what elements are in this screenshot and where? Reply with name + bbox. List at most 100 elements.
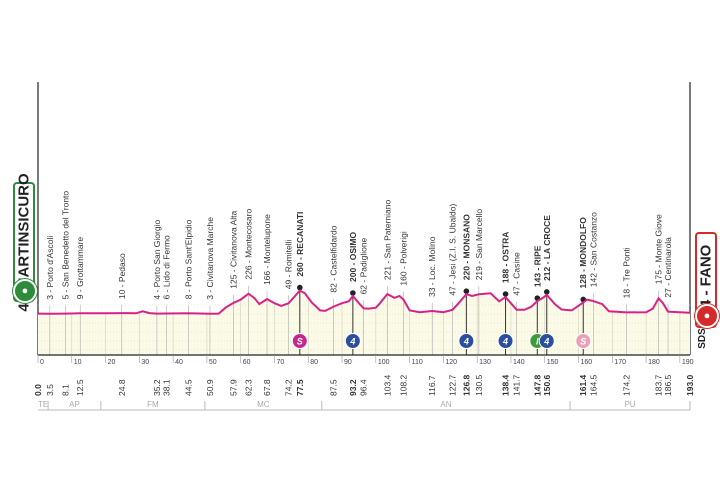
province-label: AP (69, 400, 80, 409)
distance-label: 50.9 (205, 379, 215, 396)
marker-circle (458, 333, 475, 349)
x-tick-label: 180 (648, 359, 660, 366)
place-label: 10 - Pedaso (117, 253, 127, 299)
x-tick-label: 110 (412, 359, 423, 366)
distance-label: 186.5 (663, 374, 673, 396)
place-label: 142 - San Costanzo (589, 212, 599, 287)
marker-symbol: S (580, 337, 586, 347)
place-label: 221 - San Paterniano (382, 200, 392, 281)
marker-circle (575, 333, 592, 349)
place-label: 18 - Tre Ponti (621, 247, 631, 298)
place-label: 62 - Padiglione (359, 237, 369, 294)
summit-dot (543, 289, 550, 295)
climb-cat-4-marker-icon: 4 (458, 333, 475, 349)
distance-label: 24.8 (117, 379, 127, 396)
x-tick-label: 10 (74, 359, 82, 366)
start-cyclist-icon: ● (13, 279, 37, 303)
place-label: 47 - Jesi (Z.I. S. Ubaldo) (448, 203, 458, 295)
x-tick-label: 20 (108, 359, 116, 366)
place-label: 125 - Civitanova Alta (229, 211, 239, 289)
x-tick-label: 170 (614, 359, 626, 366)
distance-label: 3.5 (45, 384, 55, 396)
place-label: 188 - OSTRA (501, 232, 511, 284)
distance-label: 150.6 (542, 374, 552, 396)
x-tick-label: 160 (581, 359, 593, 366)
climb-cat-4-marker-icon: 4 (344, 333, 361, 349)
distance-label: 44.5 (183, 379, 193, 396)
province-label: TE (38, 400, 48, 409)
marker-symbol: 4 (543, 337, 549, 347)
place-label: 175 - Monte Giove (654, 214, 664, 284)
x-tick-label: 0 (40, 359, 44, 366)
place-label: 4 - Porto San Giorgio (152, 220, 162, 300)
x-tick-label: 150 (547, 359, 559, 366)
distance-label: 77.5 (295, 379, 305, 396)
distance-label: 57.9 (229, 379, 239, 396)
marker-symbol: S (297, 337, 303, 347)
x-tick-label: 190 (682, 359, 694, 366)
place-label: 143 - RIPE (532, 245, 542, 287)
x-tick-label: 70 (276, 359, 284, 366)
place-label: 200 - OSIMO (348, 232, 358, 282)
distance-label: 0.0 (33, 384, 43, 396)
climb-cat-4-marker-icon: 4 (538, 333, 555, 349)
x-tick-label: 100 (378, 359, 390, 366)
distance-label: 62.3 (243, 379, 253, 396)
place-label: 6 - Lido di Fermo (162, 235, 172, 300)
place-label: 9 - Grottammare (75, 237, 85, 300)
distance-label: 174.2 (621, 374, 631, 396)
marker-circle (344, 333, 361, 349)
place-label: 47 - Casine (512, 252, 522, 296)
x-tick-label: 80 (310, 359, 318, 366)
marker-circle (538, 333, 555, 349)
place-label: 160 - Polverigi (399, 231, 409, 285)
summit-dot (297, 284, 303, 291)
distance-label: 8.1 (60, 384, 70, 396)
place-label: 3 - Civitanova Marche (205, 217, 215, 300)
summit-dot (463, 288, 470, 295)
x-tick-label: 130 (479, 359, 491, 366)
x-tick-label: 90 (344, 359, 352, 366)
marker-symbol: 4 (463, 337, 469, 347)
place-label: 49 - Romitelli (284, 239, 294, 289)
distance-label: 161.4 (578, 374, 588, 396)
distance-label: 12.5 (75, 379, 85, 396)
distance-label: 122.7 (448, 374, 458, 396)
distance-label: 87.5 (329, 379, 339, 396)
province-label: PU (624, 400, 635, 409)
province-label: MC (257, 400, 270, 409)
distance-label: 96.4 (359, 379, 369, 396)
marker-circle (291, 333, 308, 349)
province-label: AN (440, 400, 451, 409)
distance-label: 138.4 (501, 374, 511, 396)
distance-label: 67.8 (262, 379, 272, 396)
distance-label: 108.2 (399, 374, 409, 396)
marker-symbol: I (536, 337, 539, 347)
distance-label: 126.8 (461, 374, 471, 396)
x-tick-label: 40 (175, 359, 183, 366)
climb-cat-4-marker-icon: 4 (497, 333, 514, 349)
place-label: 260 - RECANATI (295, 212, 305, 277)
sprint-marker-icon: S (575, 333, 592, 349)
finish-cyclist-icon: ● (695, 304, 719, 328)
credit: SDS (696, 328, 708, 349)
distance-label: 116.7 (427, 375, 437, 396)
place-label: 226 - Montecosaro (243, 209, 253, 280)
province-label: FM (147, 400, 159, 409)
sprint-marker-icon: S (291, 333, 308, 349)
distance-label: 183.7 (654, 374, 664, 396)
place-label: 5 - San Benedetto del Tronto (60, 191, 70, 300)
place-label: 33 - Loc. Molino (427, 236, 437, 297)
place-label: 219 - San Marcello (474, 209, 484, 281)
place-label: 166 - Montelupone (262, 214, 272, 285)
place-label: 8 - Porto Sant'Elpidio (183, 219, 193, 299)
x-tick-label: 60 (243, 359, 251, 366)
profile-area (38, 290, 690, 355)
distance-label: 147.8 (532, 374, 542, 396)
distance-label: 74.2 (284, 379, 294, 396)
place-label: 212 - LA CROCE (542, 215, 552, 281)
distance-label: 141.7 (512, 374, 522, 396)
summit-dot (502, 291, 509, 297)
